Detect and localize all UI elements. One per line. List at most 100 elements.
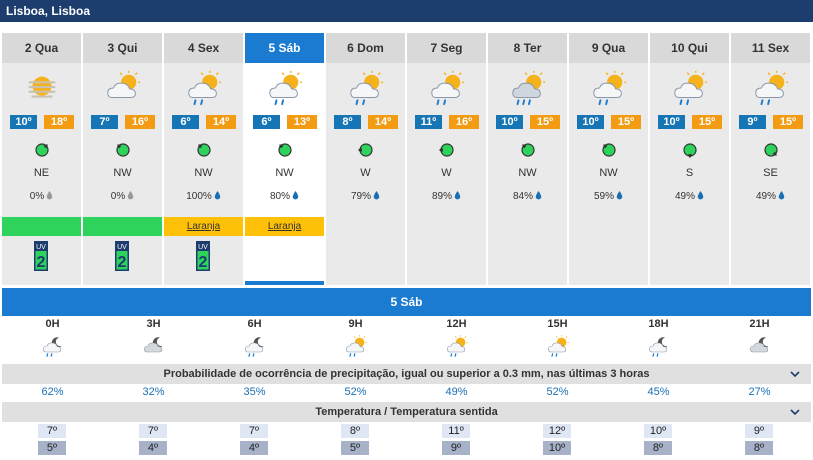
hour-label: 0H: [45, 318, 60, 330]
temp-range: 10º 18º: [2, 115, 81, 129]
precip-probability-value: 32%: [142, 386, 165, 398]
drop-icon: [454, 191, 461, 200]
precip-value: 79%: [350, 191, 371, 202]
temp-section-header[interactable]: Temperatura / Temperatura sentida: [2, 402, 811, 422]
day-tab[interactable]: 8 Ter: [488, 33, 567, 63]
feels-like-value: 10º: [543, 441, 571, 455]
day-tab[interactable]: 11 Sex: [731, 33, 810, 63]
warning-badge: [83, 217, 162, 236]
day-tab[interactable]: 7 Seg: [407, 33, 486, 63]
precip-value: 0%: [110, 191, 126, 202]
chevron-down-icon[interactable]: [789, 364, 801, 384]
temp-range: 11º 16º: [407, 115, 486, 129]
partly-cloudy-icon: [107, 70, 141, 98]
day-tab[interactable]: 6 Dom: [326, 33, 405, 63]
day-tab[interactable]: 10 Qui: [650, 33, 729, 63]
wind-direction-icon: [197, 143, 211, 157]
sun-cloud-rain-icon: [431, 70, 465, 106]
min-temp: 7º: [91, 115, 118, 129]
wind-direction: NW: [194, 167, 213, 179]
wind-direction-icon: [358, 143, 373, 157]
precip-section-title: Probabilidade de ocorrência de precipita…: [163, 368, 650, 380]
day-tab[interactable]: 4 Sex: [164, 33, 243, 63]
day-column[interactable]: 6 Dom 8º 14º W 79%: [326, 33, 405, 285]
temperature-value: 11º: [442, 424, 470, 438]
wind-direction-icon: [602, 143, 616, 157]
drop-icon: [616, 191, 623, 200]
precip-value: 84%: [512, 191, 533, 202]
svg-text:2: 2: [199, 254, 208, 271]
svg-text:UV: UV: [117, 244, 127, 251]
hour-column: 18H: [608, 316, 709, 358]
sun-cloud-rain-icon: [345, 335, 367, 357]
warning-badge[interactable]: Laranja: [164, 217, 243, 236]
moon-cloud-rain-icon: [648, 337, 667, 357]
wind-direction-icon: [764, 143, 778, 157]
uv-index-icon: UV 2: [115, 241, 129, 271]
min-temp: 6º: [172, 115, 199, 129]
min-temp: 10º: [10, 115, 37, 129]
precip-probability-value: 45%: [647, 386, 670, 398]
min-temp: 10º: [496, 115, 523, 129]
hour-column: 12H: [406, 316, 507, 358]
max-temp: 15º: [692, 115, 722, 129]
day-column[interactable]: 4 Sex 6º 14º NW 100% Laranja UV 2: [164, 33, 243, 285]
sun-cloud-rain-icon: [188, 70, 222, 106]
wind-direction-icon: [35, 143, 49, 157]
temp-section-title: Temperatura / Temperatura sentida: [315, 406, 498, 418]
detail-day-title: 5 Sáb: [2, 288, 811, 316]
precip-probability-value: 52%: [546, 386, 569, 398]
day-column[interactable]: 7 Seg 11º 16º W 89%: [407, 33, 486, 285]
temp-range: 10º 15º: [488, 115, 567, 129]
daily-forecast: 2 Qua 10º 18º NE 0% UV 2 3 Qui 7º 16º NW 0% UV 2 4 Sex…: [2, 33, 813, 285]
sun-cloud-showers-icon: [512, 70, 546, 106]
day-column[interactable]: 2 Qua 10º 18º NE 0% UV 2: [2, 33, 81, 285]
hour-column: 15H: [507, 316, 608, 358]
sun-cloud-rain-icon: [674, 70, 708, 106]
warning-badge[interactable]: Laranja: [245, 217, 324, 236]
day-column[interactable]: 11 Sex 9º 15º SE 49%: [731, 33, 810, 285]
precip-probability: 59%: [569, 191, 648, 202]
day-tab[interactable]: 2 Qua: [2, 33, 81, 63]
max-temp: 18º: [44, 115, 74, 129]
precip-section-header[interactable]: Probabilidade de ocorrência de precipita…: [2, 364, 811, 384]
precip-value: 59%: [593, 191, 614, 202]
precip-value: 89%: [431, 191, 452, 202]
feels-like-value: 5º: [341, 441, 369, 455]
feels-like-value: 5º: [38, 441, 66, 455]
feels-like-value: 4º: [139, 441, 167, 455]
precip-probability: 0%: [83, 191, 162, 202]
moon-cloud-rain-icon: [244, 337, 263, 357]
day-tab[interactable]: 3 Qui: [83, 33, 162, 63]
day-column[interactable]: 9 Qua 10º 15º NW 59%: [569, 33, 648, 285]
day-column[interactable]: 5 Sáb 6º 13º NW 80% Laranja: [245, 33, 324, 285]
feels-like-value: 8º: [644, 441, 672, 455]
temp-range: 6º 13º: [245, 115, 324, 129]
drop-icon: [535, 191, 542, 200]
max-temp: 16º: [449, 115, 479, 129]
temp-range: 10º 15º: [650, 115, 729, 129]
wind-direction-icon: [278, 143, 292, 157]
day-column[interactable]: 10 Qui 10º 15º S 49%: [650, 33, 729, 285]
hazy-sun-icon: [28, 76, 56, 98]
temperature-value: 7º: [38, 424, 66, 438]
drop-icon: [127, 191, 134, 200]
wind-direction: NW: [275, 167, 294, 179]
precip-probability: 84%: [488, 191, 567, 202]
day-column[interactable]: 8 Ter 10º 15º NW 84%: [488, 33, 567, 285]
day-tab[interactable]: 9 Qua: [569, 33, 648, 63]
wind-direction: NW: [518, 167, 537, 179]
precip-probability-value: 49%: [445, 386, 468, 398]
drop-icon: [292, 191, 299, 200]
chevron-down-icon[interactable]: [789, 402, 801, 422]
drop-icon: [214, 191, 221, 200]
sun-cloud-rain-icon: [269, 70, 303, 106]
temp-range: 8º 14º: [326, 115, 405, 129]
max-temp: 14º: [368, 115, 398, 129]
day-tab[interactable]: 5 Sáb: [245, 33, 324, 63]
location-header: Lisboa, Lisboa: [0, 0, 813, 22]
min-temp: 11º: [415, 115, 442, 129]
day-column[interactable]: 3 Qui 7º 16º NW 0% UV 2: [83, 33, 162, 285]
precip-probability-row: 62% 32% 35% 52% 49% 52% 45% 27%: [2, 384, 811, 400]
wind-direction: W: [441, 167, 452, 179]
